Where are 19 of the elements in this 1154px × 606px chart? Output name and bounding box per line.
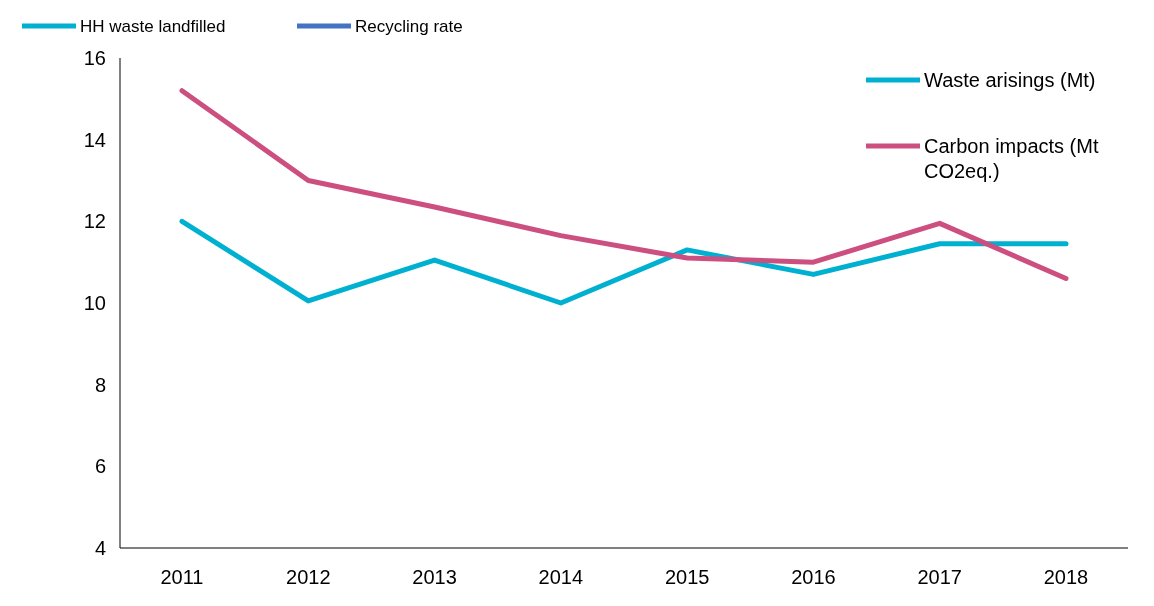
y-tick-label: 10	[83, 292, 106, 314]
y-tick-label: 8	[94, 373, 106, 396]
y-tick-label: 12	[83, 210, 106, 233]
legend-label: HH waste landfilled	[80, 16, 226, 36]
x-tick-label: 2018	[1043, 566, 1089, 588]
x-tick-label: 2012	[286, 566, 331, 588]
x-tick-label: 2013	[412, 566, 457, 588]
y-tick-label: 16	[83, 47, 106, 69]
x-tick-label: 2016	[791, 566, 836, 588]
legend-label: Carbon impacts (Mt CO2eq.)	[924, 135, 1099, 182]
x-tick-label: 2011	[160, 566, 204, 588]
y-tick-label: 6	[94, 455, 106, 478]
x-tick-label: 2017	[917, 566, 962, 588]
legend-label: Recycling rate	[355, 16, 463, 36]
x-tick-label: 2015	[664, 566, 710, 588]
y-tick-label: 4	[94, 537, 106, 559]
legend-label: Waste arisings (Mt)	[924, 69, 1096, 91]
x-tick-label: 2014	[538, 566, 584, 588]
y-tick-label: 14	[83, 128, 106, 151]
